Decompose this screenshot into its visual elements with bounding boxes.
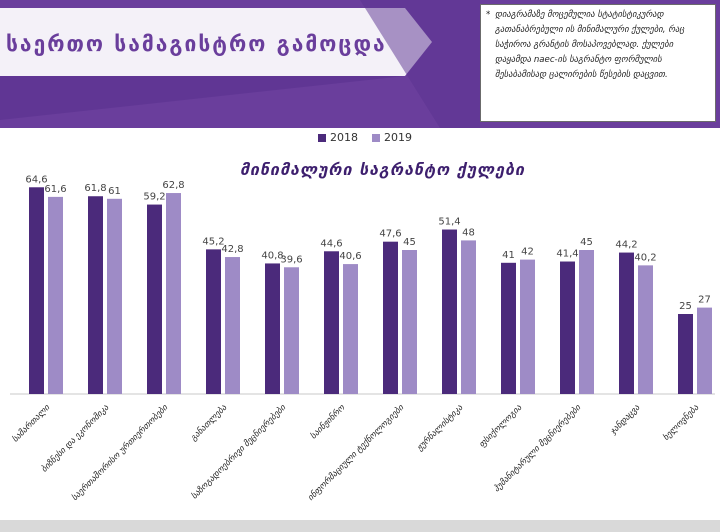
data-label-2019-0: 61,6 <box>44 184 66 195</box>
data-label-2018-4: 40,8 <box>261 250 283 261</box>
bar-2018-8 <box>501 262 516 394</box>
bar-2019-6 <box>402 250 417 394</box>
bar-2018-6 <box>383 241 398 394</box>
bar-2019-8 <box>520 259 535 394</box>
chart-legend: 2018 2019 <box>318 131 412 144</box>
note-box: * დიაგრამაზე მოცემულია სტატისტიკურად გათ… <box>480 4 716 122</box>
data-label-2018-1: 61,8 <box>84 183 106 194</box>
bar-2019-0 <box>48 196 63 394</box>
bar-2018-0 <box>29 187 44 394</box>
bar-2018-9 <box>560 261 575 394</box>
data-label-2018-11: 25 <box>679 301 692 312</box>
data-label-2018-0: 64,6 <box>25 174 47 185</box>
category-label-2: საერთაშორისო ურთიერთობები <box>69 402 170 503</box>
data-label-2018-9: 41,4 <box>556 249 578 260</box>
data-label-2019-6: 45 <box>403 237 416 248</box>
category-label-8: ფსიქოლოგია <box>477 402 525 450</box>
bar-2018-3 <box>206 249 221 394</box>
data-label-2018-8: 41 <box>502 250 515 261</box>
banner-title: საერთო სამაგისტრო გამოცდა <box>6 32 387 56</box>
category-label-6: ინფორმაციული ტექნოლოგიები <box>305 402 406 503</box>
bar-2019-1 <box>107 198 122 394</box>
data-label-2019-1: 61 <box>108 186 121 197</box>
bar-2019-9 <box>579 250 594 394</box>
footer-strip <box>0 520 720 532</box>
bar-2018-1 <box>88 196 103 394</box>
bar-2018-10 <box>619 252 634 394</box>
bar-2019-2 <box>166 193 181 394</box>
legend-item-2019: 2019 <box>372 131 412 144</box>
data-label-2018-3: 45,2 <box>202 236 224 247</box>
bar-2019-3 <box>225 257 240 394</box>
category-label-3: განათლება <box>188 402 229 443</box>
bar-2018-5 <box>324 251 339 394</box>
data-label-2018-7: 51,4 <box>438 217 460 228</box>
bar-2018-7 <box>442 229 457 394</box>
bar-2018-4 <box>265 263 280 394</box>
legend-label-2018: 2018 <box>330 131 358 144</box>
note-bullet: * <box>486 10 491 20</box>
category-label-1: ბიზნესი და ეკონომიკა <box>39 402 112 475</box>
bar-2019-5 <box>343 264 358 394</box>
data-label-2018-6: 47,6 <box>379 229 401 240</box>
data-label-2018-10: 44,2 <box>615 240 637 251</box>
category-label-4: საზოგადოებრივი მეცნიერებები <box>189 402 289 502</box>
data-label-2019-3: 42,8 <box>221 244 243 255</box>
bar-chart: 64,661,6 სამართალი 61,8 61 ბიზნესი და ეკონომ… <box>10 174 715 503</box>
category-label-5: საინჟინრო <box>308 401 348 441</box>
data-label-2018-2: 59,2 <box>143 192 165 203</box>
bar-2018-2 <box>147 204 162 394</box>
legend-label-2019: 2019 <box>384 131 412 144</box>
data-label-2019-8: 42 <box>521 247 534 258</box>
category-label-11: ხელოვნება <box>661 402 702 443</box>
data-label-2019-2: 62,8 <box>162 180 184 191</box>
note-text: დიაგრამაზე მოცემულია სტატისტიკურად გათან… <box>495 10 685 80</box>
chart-title: მინიმალური საგრანტო ქულები <box>240 160 526 179</box>
legend-swatch-2019 <box>372 133 380 142</box>
bar-2019-4 <box>284 267 299 394</box>
data-label-2019-7: 48 <box>462 227 475 238</box>
bar-2019-7 <box>461 240 476 394</box>
category-label-0: სამართალი <box>10 402 53 445</box>
bar-2019-10 <box>638 265 653 394</box>
data-label-2018-5: 44,6 <box>320 238 342 249</box>
data-label-2019-4: 39,6 <box>280 254 302 265</box>
category-label-7: ჟურნალისტიკა <box>414 402 466 454</box>
bar-2018-11 <box>678 314 693 394</box>
legend-swatch-2018 <box>318 133 326 142</box>
data-label-2019-9: 45 <box>580 237 593 248</box>
data-label-2019-11: 27 <box>698 295 711 306</box>
header-banner: საერთო სამაგისტრო გამოცდა * დიაგრამაზე მ… <box>0 0 720 128</box>
data-label-2019-5: 40,6 <box>339 251 361 262</box>
bar-2019-11 <box>697 307 712 394</box>
legend-item-2018: 2018 <box>318 131 358 144</box>
data-label-2019-10: 40,2 <box>634 252 656 263</box>
category-label-10: ჯანდაცვა <box>607 402 642 437</box>
